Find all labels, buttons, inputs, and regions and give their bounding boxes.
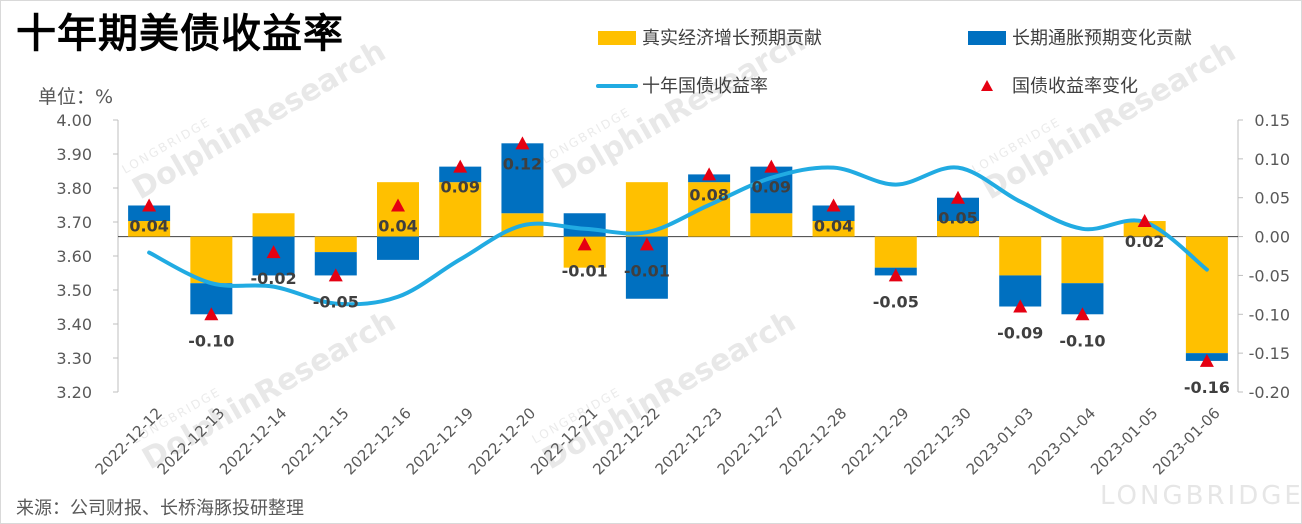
brand-logo-text: LONGBRIDGE	[1100, 481, 1302, 511]
bar-inflation	[501, 143, 544, 214]
data-label: -0.05	[313, 292, 359, 311]
data-label: 0.12	[503, 154, 542, 173]
legend-label: 长期通胀预期变化贡献	[1012, 28, 1192, 49]
change-marker	[764, 159, 779, 173]
change-marker	[702, 167, 717, 181]
marker-layer	[142, 136, 1214, 367]
change-marker	[888, 268, 903, 282]
bar-real-growth	[190, 236, 233, 284]
right-tick-label: 0.00	[1254, 228, 1290, 247]
chart-title: 十年期美债收益率	[16, 11, 344, 57]
left-tick-label: 3.50	[56, 281, 92, 300]
left-tick-label: 3.80	[56, 179, 92, 198]
legend-label: 国债收益率变化	[1012, 76, 1138, 97]
bar-real-growth	[314, 236, 357, 253]
change-marker	[1137, 214, 1152, 228]
yield-line	[147, 165, 1209, 307]
right-tick-label: 0.05	[1254, 189, 1290, 208]
data-label: -0.10	[188, 331, 234, 350]
bar-inflation	[439, 166, 482, 183]
bar-inflation	[563, 213, 606, 237]
legend-swatch	[598, 31, 636, 45]
change-marker	[1075, 307, 1090, 321]
data-label: 0.08	[689, 185, 728, 204]
data-label: -0.05	[873, 292, 919, 311]
change-marker	[951, 190, 965, 204]
right-tick-label: -0.10	[1249, 305, 1290, 324]
bar-inflation	[812, 205, 855, 222]
right-tick-label: 0.10	[1254, 150, 1290, 169]
unit-label: 单位：%	[38, 86, 114, 108]
left-tick-label: 3.20	[56, 383, 92, 402]
change-marker	[453, 159, 468, 173]
label-layer: 0.04 -0.10 -0.02 -0.05 0.04 0.09 0.12 -0.01 -0.0…	[129, 154, 1230, 397]
left-tick-label: 3.40	[56, 315, 92, 334]
watermark-text: DolphinResearch	[977, 34, 1242, 207]
data-label: 0.05	[938, 209, 977, 228]
bar-inflation	[937, 197, 979, 222]
legend-label: 真实经济增长预期贡献	[642, 28, 822, 49]
change-marker	[826, 198, 841, 212]
data-label: -0.09	[997, 324, 1043, 343]
data-label: 0.04	[129, 216, 168, 235]
right-tick-label: -0.15	[1249, 344, 1290, 363]
left-tick-label: 4.00	[56, 111, 92, 130]
data-label: -0.02	[250, 269, 296, 288]
change-marker	[328, 268, 343, 282]
data-label: 0.02	[1125, 232, 1164, 251]
bar-real-growth	[937, 221, 979, 237]
data-label: -0.10	[1059, 331, 1105, 350]
change-marker	[1013, 299, 1028, 313]
change-marker	[639, 237, 654, 251]
bar-real-growth	[812, 221, 855, 237]
bar-inflation	[128, 205, 171, 222]
data-label: 0.04	[378, 216, 417, 235]
change-marker	[515, 136, 530, 150]
data-label: -0.16	[1184, 378, 1230, 397]
line-layer	[147, 165, 1209, 307]
bar-inflation	[314, 252, 357, 276]
bar-real-growth	[128, 221, 171, 237]
legend-swatch	[968, 31, 1006, 45]
left-tick-label: 3.30	[56, 349, 92, 368]
bar-real-growth	[750, 213, 793, 237]
data-label: 0.09	[440, 178, 479, 197]
x-tick-label: 2023-01-06	[1149, 404, 1223, 478]
change-marker	[266, 245, 281, 259]
right-tick-label: -0.20	[1249, 383, 1290, 402]
bar-real-growth	[688, 182, 731, 237]
bar-real-growth	[252, 213, 295, 237]
data-label: -0.01	[624, 261, 670, 280]
bar-real-growth	[874, 236, 917, 268]
data-label: 0.04	[814, 216, 853, 235]
change-marker	[391, 198, 405, 212]
change-marker	[142, 198, 157, 212]
watermark-text: DolphinResearch	[127, 34, 392, 207]
bar-layer	[128, 143, 1228, 361]
right-tick-label: 0.15	[1254, 111, 1290, 130]
source-note: 来源：公司财报、长桥海豚投研整理	[16, 498, 304, 519]
change-marker	[204, 307, 219, 321]
bar-real-growth	[999, 236, 1042, 276]
data-label: 0.09	[752, 178, 791, 197]
change-marker	[577, 237, 592, 251]
data-label: -0.01	[562, 261, 608, 280]
left-tick-label: 3.60	[56, 247, 92, 266]
left-tick-label: 3.90	[56, 145, 92, 164]
left-tick-label: 3.70	[56, 213, 92, 232]
bar-real-growth	[439, 182, 482, 237]
right-tick-label: -0.05	[1249, 266, 1290, 285]
legend-swatch	[981, 80, 993, 91]
change-marker	[1199, 353, 1214, 367]
legend-label: 十年国债收益率	[642, 76, 768, 97]
bar-real-growth	[1061, 236, 1104, 284]
bar-inflation	[377, 236, 419, 260]
